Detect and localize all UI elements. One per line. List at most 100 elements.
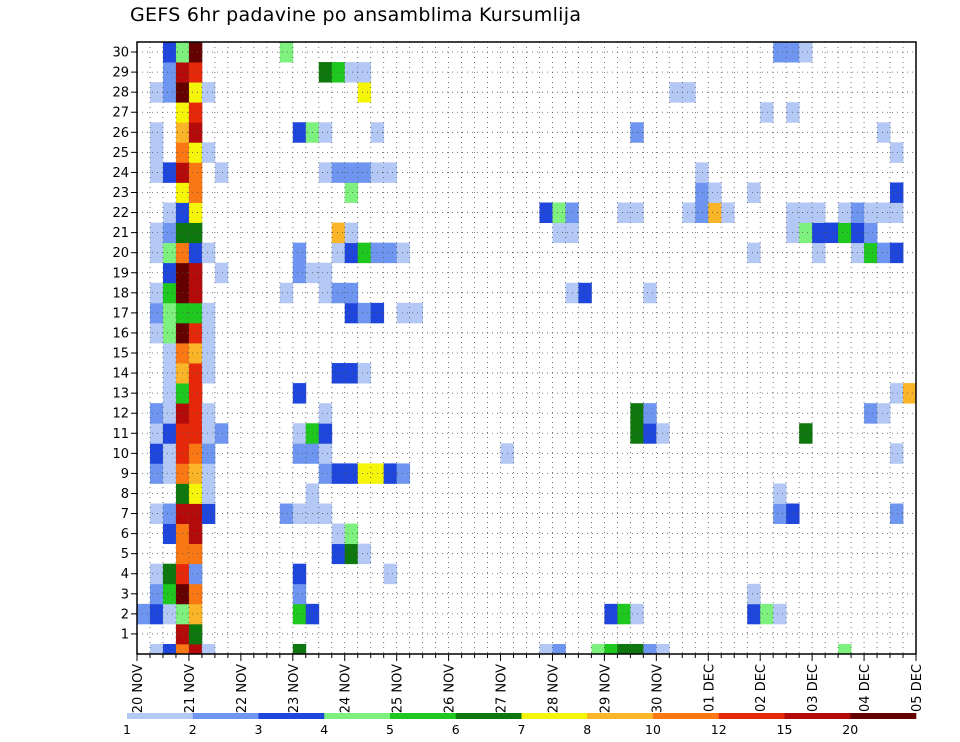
heatmap-cell: [331, 543, 346, 565]
heatmap-cell: [864, 202, 878, 223]
legend-color-swatch: [784, 713, 851, 719]
chart-title: GEFS 6hr padavine po ansamblima Kursumli…: [130, 4, 582, 26]
heatmap-cell: [812, 202, 826, 223]
heatmap-cell: [331, 523, 346, 545]
heatmap-cell: [188, 443, 203, 464]
y-tick-label: 3: [121, 587, 129, 602]
heatmap-cell: [201, 643, 216, 655]
y-tick-label: 11: [112, 427, 129, 442]
color-legend: 1 2 3 4 5 6 7 8 10 12 15 20: [123, 713, 917, 737]
legend-level-label: 5: [386, 722, 394, 737]
heatmap-cell: [188, 202, 203, 223]
heatmap-cell: [760, 603, 774, 625]
y-tick-label: 12: [112, 407, 129, 422]
heatmap-cell: [201, 242, 216, 264]
heatmap-cell: [201, 403, 216, 424]
heatmap-cell: [149, 282, 164, 304]
heatmap-cell: [149, 142, 164, 163]
heatmap-cell: [383, 463, 398, 484]
heatmap-cell: [162, 62, 177, 83]
heatmap-cell: [149, 603, 164, 625]
heatmap-cell: [643, 423, 657, 444]
heatmap-cell: [214, 262, 229, 284]
y-tick-label: 6: [121, 527, 129, 542]
heatmap-cell: [149, 122, 164, 143]
heatmap-cell: [188, 122, 203, 143]
heatmap-cell: [773, 503, 787, 524]
heatmap-cell: [890, 202, 904, 223]
legend-color-swatch: [587, 713, 654, 719]
heatmap-cell: [188, 322, 203, 344]
heatmap-cell: [357, 302, 372, 324]
heatmap-cell: [799, 202, 813, 223]
heatmap-cell: [188, 543, 203, 565]
x-tick-label: 21 NOV: [183, 664, 198, 713]
heatmap-cell: [162, 82, 177, 103]
heatmap-cell: [188, 242, 203, 264]
heatmap-cell: [188, 342, 203, 364]
heatmap-cell: [188, 162, 203, 183]
x-tick-label: 25 NOV: [391, 664, 406, 713]
heatmap-cell: [188, 403, 203, 424]
heatmap-cell: [162, 603, 177, 625]
y-tick-label: 28: [112, 86, 129, 101]
heatmap-cell: [162, 322, 177, 344]
heatmap-cell: [162, 342, 177, 364]
x-tick-label: 22 NOV: [235, 664, 250, 713]
heatmap-cell: [201, 443, 216, 464]
heatmap-cell: [669, 82, 683, 103]
heatmap-cell: [188, 423, 203, 444]
heatmap-cell: [773, 603, 787, 625]
heatmap-cell: [890, 142, 904, 163]
heatmap-cell: [188, 363, 203, 384]
legend-color-swatch: [258, 713, 325, 719]
heatmap-cell: [292, 643, 307, 655]
y-tick-label: 4: [121, 567, 129, 582]
x-tick-label: 29 NOV: [598, 664, 613, 713]
heatmap-cell: [877, 403, 891, 424]
heatmap-cell: [318, 443, 333, 464]
heatmap-cell: [292, 443, 307, 464]
axis-ticks: [131, 51, 917, 661]
y-axis-tick-labels: 1234567891011121314151617181920212223242…: [112, 46, 129, 643]
heatmap-cell: [344, 282, 359, 304]
heatmap-cell: [318, 122, 333, 143]
x-tick-label: 24 NOV: [339, 664, 354, 713]
y-tick-label: 19: [112, 266, 129, 281]
heatmap-cell: [318, 282, 333, 304]
heatmap-cell: [773, 483, 787, 504]
heatmap-cell: [292, 262, 307, 284]
heatmap-cell: [162, 222, 177, 244]
heatmap-cell: [383, 242, 398, 264]
legend-level-label: 15: [777, 722, 793, 737]
heatmap-cell: [812, 242, 826, 264]
heatmap-cell: [149, 242, 164, 264]
heatmap-cell: [188, 503, 203, 524]
heatmap-cell: [318, 463, 333, 484]
heatmap-cell: [188, 603, 203, 625]
heatmap-cell: [747, 182, 761, 203]
heatmap-cell: [331, 242, 346, 264]
heatmap-cell: [149, 302, 164, 324]
legend-color-swatch: [192, 713, 259, 719]
legend-level-label: 8: [583, 722, 591, 737]
heatmap-cell: [149, 322, 164, 344]
heatmap-cell: [617, 603, 631, 625]
heatmap-cell: [188, 463, 203, 484]
y-tick-label: 13: [112, 387, 129, 402]
x-tick-label: 23 NOV: [287, 664, 302, 713]
legend-level-label: 2: [189, 722, 197, 737]
legend-color-swatch: [127, 713, 194, 719]
heatmap-cell: [799, 42, 813, 63]
heatmap-cell: [149, 463, 164, 484]
heatmap-cell: [617, 643, 631, 655]
heatmap-cell: [292, 563, 307, 585]
heatmap-cell: [864, 242, 878, 264]
heatmap-cell: [344, 62, 359, 83]
heatmap-cell: [292, 423, 307, 444]
y-tick-label: 25: [112, 146, 129, 161]
legend-level-label: 7: [518, 722, 526, 737]
y-tick-label: 14: [112, 367, 129, 382]
y-tick-label: 20: [112, 246, 129, 261]
heatmap-cell: [149, 162, 164, 183]
